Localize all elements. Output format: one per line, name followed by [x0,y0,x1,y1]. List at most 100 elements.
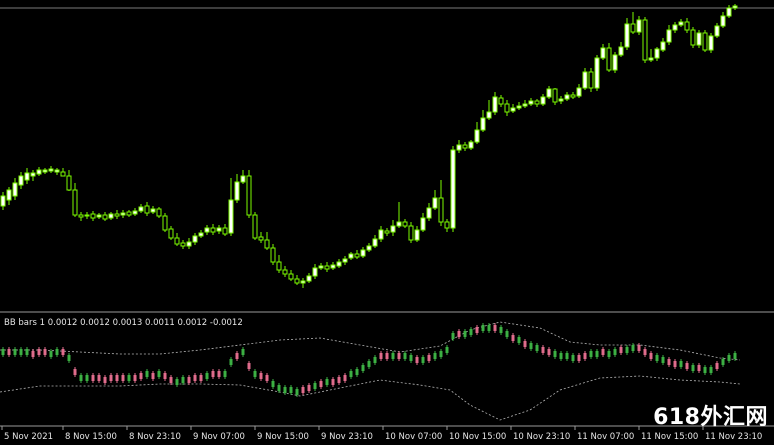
price-pane[interactable] [0,4,738,288]
indicator-bar[interactable] [49,349,53,359]
candle[interactable] [432,190,438,210]
candle[interactable] [480,110,486,132]
indicator-bar[interactable] [67,353,71,363]
candle[interactable] [396,202,402,228]
candle[interactable] [516,102,522,110]
indicator-bar[interactable] [127,373,131,383]
candle[interactable] [288,270,294,281]
candle[interactable] [390,220,396,236]
indicator-bar[interactable] [259,371,263,381]
candle[interactable] [204,225,210,235]
candle[interactable] [498,95,504,107]
indicator-bar[interactable] [733,351,737,361]
indicator-bar[interactable] [649,351,653,361]
indicator-bar[interactable] [13,347,17,357]
candle[interactable] [108,212,114,220]
indicator-bar[interactable] [175,377,179,387]
indicator-bar[interactable] [85,373,89,383]
indicator-bar[interactable] [19,347,23,357]
indicator-bar[interactable] [643,347,647,357]
indicator-bar[interactable] [199,373,203,383]
indicator-bar[interactable] [31,349,35,359]
indicator-bar[interactable] [661,355,665,365]
indicator-bar[interactable] [73,367,77,377]
candle[interactable] [264,232,270,250]
candle[interactable] [150,206,156,214]
indicator-bar[interactable] [391,351,395,361]
indicator-bar[interactable] [487,323,491,333]
candle[interactable] [636,16,642,35]
candle[interactable] [534,99,540,107]
indicator-bar[interactable] [517,335,521,345]
candle[interactable] [384,228,390,236]
candle[interactable] [726,5,732,18]
indicator-bar[interactable] [475,325,479,335]
candle[interactable] [504,100,510,116]
indicator-bar[interactable] [571,353,575,363]
indicator-bar[interactable] [145,369,149,379]
indicator-bar[interactable] [685,361,689,371]
indicator-bar[interactable] [367,359,371,369]
indicator-bar[interactable] [265,373,269,383]
indicator-bar[interactable] [463,329,467,339]
candle[interactable] [198,230,204,238]
indicator-bar[interactable] [169,375,173,385]
candle[interactable] [306,273,312,283]
candle[interactable] [600,44,606,60]
candle[interactable] [18,172,24,189]
candle[interactable] [336,259,342,268]
candle[interactable] [672,22,678,33]
candle[interactable] [360,247,366,258]
candle[interactable] [48,166,54,173]
candle[interactable] [354,250,360,259]
indicator-bar[interactable] [583,351,587,361]
candle[interactable] [552,88,558,105]
candle[interactable] [42,168,48,174]
candle[interactable] [66,170,72,191]
indicator-bar[interactable] [511,333,515,343]
candle[interactable] [708,33,714,53]
candle[interactable] [522,100,528,108]
candle[interactable] [6,187,12,205]
indicator-bar[interactable] [181,375,185,385]
indicator-bar[interactable] [295,387,299,397]
indicator-bar[interactable] [397,351,401,361]
indicator-bar[interactable] [691,363,695,373]
indicator-bar[interactable] [703,365,707,375]
candle[interactable] [606,43,612,72]
indicator-bar[interactable] [559,351,563,361]
candle[interactable] [474,122,480,144]
indicator-bar[interactable] [79,373,83,383]
indicator-bar[interactable] [493,323,497,333]
indicator-bar[interactable] [373,355,377,365]
indicator-bar[interactable] [613,347,617,357]
candle[interactable] [24,168,30,184]
indicator-bar[interactable] [103,375,107,385]
candle[interactable] [132,208,138,216]
indicator-bar[interactable] [133,373,137,383]
candle[interactable] [102,212,108,221]
indicator-bar[interactable] [415,355,419,365]
indicator-bar[interactable] [223,369,227,379]
candle[interactable] [414,226,420,242]
candle[interactable] [270,244,276,265]
candle[interactable] [402,219,408,228]
candle[interactable] [234,174,240,203]
candle[interactable] [660,38,666,52]
indicator-bar[interactable] [25,347,29,357]
candle[interactable] [420,213,426,232]
indicator-bar[interactable] [667,357,671,367]
candle[interactable] [588,68,594,92]
indicator-bar[interactable] [61,347,65,357]
candle[interactable] [342,256,348,265]
indicator-bar[interactable] [55,347,59,357]
indicator-bar[interactable] [7,347,11,357]
candle[interactable] [684,18,690,33]
candle[interactable] [612,52,618,73]
candle[interactable] [312,264,318,279]
indicator-bar[interactable] [523,339,527,349]
candle[interactable] [162,213,168,232]
indicator-bar[interactable] [709,365,713,375]
candle[interactable] [528,98,534,106]
indicator-bar[interactable] [211,369,215,379]
